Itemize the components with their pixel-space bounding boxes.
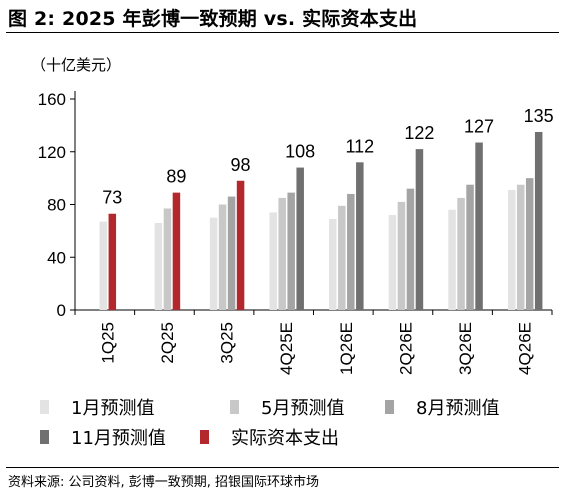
legend-swatch	[40, 400, 49, 414]
source-rule	[6, 467, 559, 468]
bar-11月预测值-4Q26E	[534, 131, 543, 310]
bar-8月预测值-4Q25E	[287, 192, 295, 310]
bar-8月预测值-3Q26E	[466, 184, 474, 310]
legend-label: 实际资本支出	[231, 428, 339, 449]
legend-item: 实际资本支出	[200, 424, 339, 450]
legend-label: 1月预测值	[71, 398, 155, 419]
legend-swatch	[40, 430, 49, 444]
y-tick-label: 120	[38, 143, 66, 162]
legend-label: 11月预测值	[71, 428, 166, 449]
legend-swatch	[200, 430, 209, 444]
bar-8月预测值-2Q26E	[406, 188, 415, 310]
legend-item: 5月预测值	[230, 394, 344, 420]
x-tick-label-4Q25E: 4Q25E	[277, 322, 296, 375]
data-label-1Q25: 73	[102, 188, 122, 208]
bar-8月预测值-3Q25	[227, 196, 236, 310]
x-tick-label-3Q26E: 3Q26E	[456, 322, 475, 375]
data-label-3Q25: 98	[231, 155, 251, 175]
x-tick-label-2Q26E: 2Q26E	[396, 322, 415, 375]
bar-实际资本支出-2Q25	[172, 192, 181, 310]
data-label-1Q26E: 112	[345, 136, 374, 156]
y-tick-label: 40	[47, 248, 66, 267]
legend-swatch	[385, 400, 394, 414]
bar-5月预测值-2Q26E	[397, 201, 406, 310]
data-label-2Q25: 89	[166, 167, 186, 187]
y-tick-label: 0	[57, 301, 66, 320]
x-tick-label-2Q25: 2Q25	[158, 322, 177, 364]
bar-1月预测值-1Q25	[99, 221, 108, 310]
bar-1月预测值-2Q25	[154, 222, 163, 310]
legend-item: 11月预测值	[40, 424, 166, 450]
legend-item: 8月预测值	[385, 394, 499, 420]
data-label-4Q25E: 108	[285, 142, 315, 162]
bar-8月预测值-1Q26E	[347, 193, 355, 310]
bar-11月预测值-2Q26E	[415, 149, 424, 310]
x-tick-label-1Q25: 1Q25	[98, 322, 117, 364]
y-tick-label: 160	[38, 90, 66, 109]
bar-5月预测值-4Q26E	[516, 184, 525, 310]
legend-swatch	[230, 400, 239, 414]
y-tick-label: 80	[47, 196, 66, 215]
bar-1月预测值-3Q26E	[448, 209, 456, 310]
bar-1月预测值-4Q25E	[269, 212, 277, 310]
bar-实际资本支出-1Q25	[108, 213, 117, 310]
chart-title: 图 2: 2025 年彭博一致预期 vs. 实际资本支出	[8, 8, 418, 30]
bar-5月预测值-3Q26E	[457, 197, 465, 310]
unit-label: （十亿美元）	[31, 56, 121, 74]
x-tick-label-1Q26E: 1Q26E	[337, 322, 356, 375]
bar-1月预测值-3Q25	[209, 217, 218, 310]
bar-1月预测值-4Q26E	[507, 189, 516, 310]
legend-label: 5月预测值	[261, 398, 345, 419]
data-label-3Q26E: 127	[464, 117, 494, 137]
bar-8月预测值-4Q26E	[525, 178, 534, 310]
source-note: 资料来源: 公司资料, 彭博一致预期, 招银国际环球市场	[8, 475, 320, 490]
data-label-2Q26E: 122	[404, 123, 434, 143]
bar-11月预测值-4Q25E	[296, 167, 304, 310]
bar-5月预测值-3Q25	[218, 204, 227, 310]
bar-1月预测值-2Q26E	[388, 215, 397, 310]
legend-label: 8月预测值	[416, 398, 500, 419]
bar-11月预测值-3Q26E	[475, 142, 483, 310]
bar-1月预测值-1Q26E	[329, 219, 337, 310]
data-label-4Q26E: 135	[524, 106, 554, 126]
x-tick-label-4Q26E: 4Q26E	[516, 322, 535, 375]
legend-item: 1月预测值	[40, 394, 154, 420]
bar-5月预测值-4Q25E	[278, 197, 286, 310]
bar-5月预测值-2Q25	[163, 208, 172, 310]
bar-5月预测值-1Q26E	[338, 205, 346, 310]
title-rule	[6, 32, 559, 33]
bar-chart: （十亿美元） 0 40 80 120 160 73 1Q25 89 2Q25 98 3Q25 108 4Q…	[31, 56, 554, 375]
bar-11月预测值-1Q26E	[356, 162, 364, 310]
x-tick-label-3Q25: 3Q25	[218, 322, 237, 364]
bar-实际资本支出-3Q25	[236, 180, 245, 310]
